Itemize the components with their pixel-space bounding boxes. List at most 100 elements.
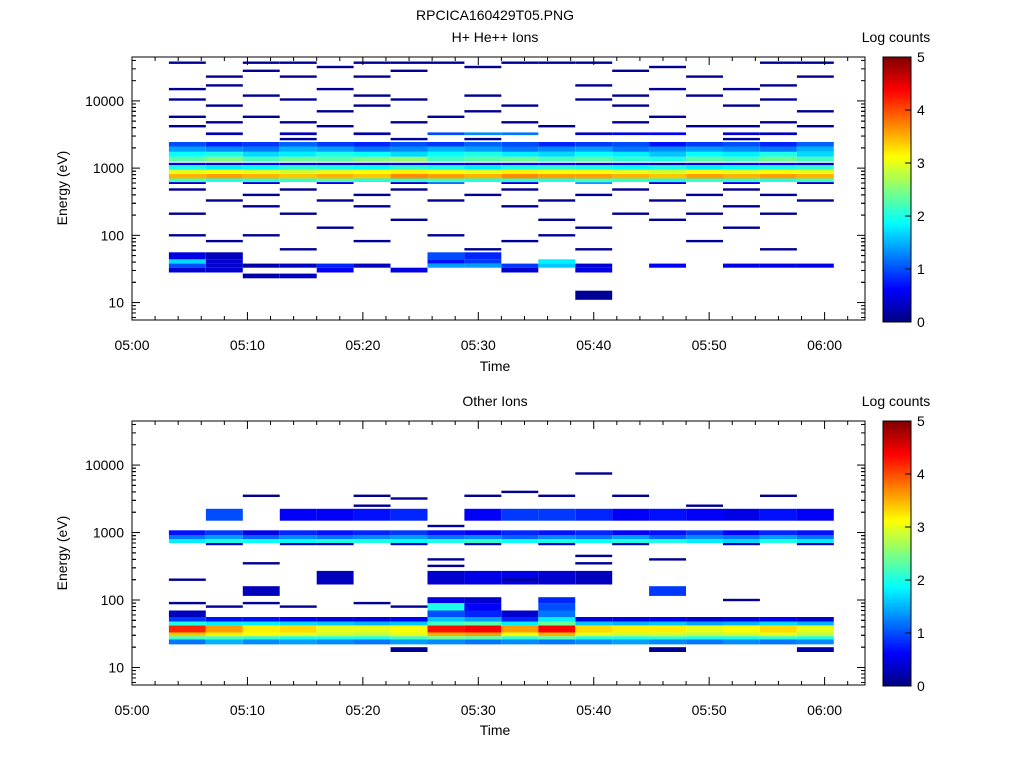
spectrogram-cell xyxy=(796,621,834,626)
spectrogram-cell xyxy=(575,142,613,147)
spectrogram-cell xyxy=(501,632,539,637)
spectrogram-cell xyxy=(242,169,280,174)
spectrogram-cell xyxy=(316,639,354,645)
spectrogram-cell xyxy=(612,156,650,162)
colorbar-strip xyxy=(883,187,911,190)
spectrogram-cell xyxy=(575,263,613,268)
spectrogram-cell xyxy=(686,636,723,640)
colorbar-strip xyxy=(883,154,911,157)
spectrogram-cell xyxy=(205,142,243,147)
colorbar-strip xyxy=(883,269,911,272)
spectrogram-cell xyxy=(168,178,206,182)
spectrogram-cell xyxy=(686,239,723,243)
spectrogram-cells xyxy=(168,61,834,300)
spectrogram-cell xyxy=(723,636,760,640)
spectrogram-cell xyxy=(353,205,391,208)
x-tick-label: 05:30 xyxy=(461,702,496,718)
colorbar-strip xyxy=(883,657,911,660)
colorbar-strip xyxy=(883,182,911,186)
colorbar-strip xyxy=(883,101,911,104)
spectrogram-cell xyxy=(242,621,280,626)
spectrogram-cell xyxy=(464,169,502,174)
colorbar-strip xyxy=(883,65,911,69)
spectrogram-cell xyxy=(796,543,834,546)
spectrogram-cell xyxy=(168,182,206,184)
x-tick-label: 05:30 xyxy=(461,337,496,353)
colorbar-strip xyxy=(883,462,911,466)
colorbar-strip xyxy=(883,227,911,230)
spectrogram-cell xyxy=(760,636,797,640)
colorbar-tick-label: 0 xyxy=(917,678,925,694)
spectrogram-cell xyxy=(760,98,797,101)
x-tick-label: 05:50 xyxy=(692,702,727,718)
spectrogram-cell xyxy=(575,539,613,543)
spectrogram-cell xyxy=(723,530,760,535)
spectrogram-cell xyxy=(242,625,280,633)
colorbar-strip xyxy=(883,76,911,80)
spectrogram-cell xyxy=(242,639,280,645)
spectrogram-cell xyxy=(464,259,502,264)
spectrogram-cell xyxy=(686,504,723,507)
spectrogram-cell xyxy=(316,539,354,543)
spectrogram-cell xyxy=(649,151,686,157)
spectrogram-cell xyxy=(279,632,317,637)
colorbar-strip xyxy=(883,460,911,464)
colorbar-strip xyxy=(883,507,911,510)
spectrogram-cell xyxy=(612,212,650,215)
spectrogram-cell xyxy=(390,497,428,500)
spectrogram-cell xyxy=(575,248,613,251)
spectrogram-cell xyxy=(575,621,613,626)
colorbar-strip xyxy=(883,202,911,206)
spectrogram-cell xyxy=(575,98,613,101)
spectrogram-cell xyxy=(723,137,760,141)
spectrogram-cell xyxy=(390,151,428,157)
spectrogram-cell xyxy=(538,597,576,604)
spectrogram-cell xyxy=(796,199,834,202)
spectrogram-cell xyxy=(649,156,686,162)
colorbar-strip xyxy=(883,275,911,279)
spectrogram-cell xyxy=(612,69,650,72)
spectrogram-cell xyxy=(242,636,280,640)
spectrogram-cells xyxy=(168,472,834,652)
spectrogram-cell xyxy=(501,490,539,494)
spectrogram-cell xyxy=(612,632,650,637)
spectrogram-cell xyxy=(316,617,354,622)
spectrogram-cell xyxy=(205,84,243,87)
spectrogram-cell xyxy=(649,162,686,166)
spectrogram-cell xyxy=(279,173,317,179)
colorbar-strip xyxy=(883,591,911,594)
colorbar-strip xyxy=(883,458,911,462)
spectrogram-cell xyxy=(464,162,502,166)
colorbar-strip xyxy=(883,72,911,76)
colorbar-strip xyxy=(883,293,911,296)
spectrogram-cell xyxy=(760,121,797,124)
spectrogram-cell xyxy=(205,530,243,535)
spectrogram-cell xyxy=(723,263,760,268)
spectrogram-cell xyxy=(464,621,502,626)
spectrogram-cell xyxy=(279,248,317,251)
colorbar-strip xyxy=(883,103,911,106)
panel-title: Other Ions xyxy=(462,393,527,409)
spectrogram-cell xyxy=(686,617,723,622)
spectrogram-cell xyxy=(575,182,613,184)
x-tick-label: 05:20 xyxy=(345,702,380,718)
spectrogram-cell xyxy=(464,178,502,182)
spectrogram-cell xyxy=(649,182,686,184)
colorbar-strip xyxy=(883,83,911,87)
x-tick-label: 05:50 xyxy=(692,337,727,353)
spectrogram-cell xyxy=(796,165,834,170)
colorbar-strip xyxy=(883,286,911,290)
spectrogram-cell xyxy=(501,639,539,645)
spectrogram-cell xyxy=(575,169,613,174)
spectrogram-cell xyxy=(205,539,243,543)
spectrogram-cell xyxy=(205,178,243,182)
colorbar-strip xyxy=(883,233,911,237)
colorbar-strip xyxy=(883,87,911,91)
spectrogram-cell xyxy=(279,162,317,166)
spectrogram-cell xyxy=(427,617,465,622)
colorbar-strip xyxy=(883,246,911,250)
spectrogram-cell xyxy=(390,508,428,521)
colorbar-strip xyxy=(883,595,911,599)
spectrogram-cell xyxy=(723,617,760,622)
spectrogram-cell xyxy=(242,273,280,279)
